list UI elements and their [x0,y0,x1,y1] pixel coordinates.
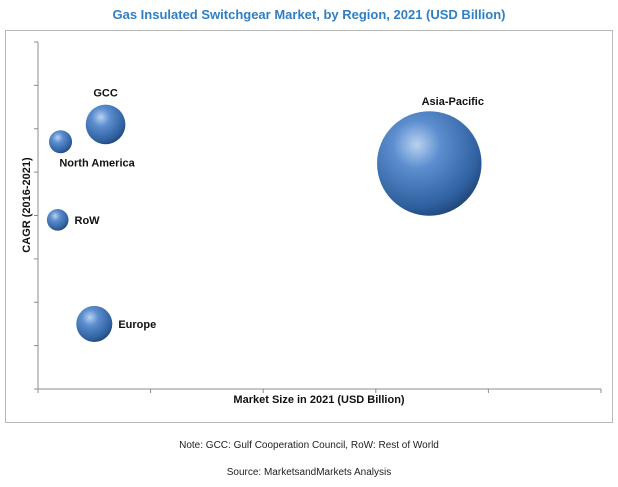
bubble-label: Europe [118,319,156,331]
y-axis-label: CAGR (2016-2021) [21,157,33,253]
x-axis-label: Market Size in 2021 (USD Billion) [233,394,404,406]
bubble-gcc [85,104,126,145]
bubble-europe [76,305,113,342]
chart-source: Source: MarketsandMarkets Analysis [226,467,392,478]
chart-title: Gas Insulated Switchgear Market, by Regi… [112,7,506,22]
bubble-label: Asia-Pacific [422,96,484,108]
bubble-north-america [48,130,73,154]
bubble-label: RoW [75,215,101,227]
bubble-label: GCC [93,88,118,100]
y-axis-ticks [34,41,38,390]
x-axis-ticks [37,389,602,393]
bubble-label: North America [59,157,135,169]
bubble-asia-pacific [377,111,482,216]
bubbles: GCC North America RoW Europe Asia-Pacific [46,88,484,342]
chart-note: Note: GCC: Gulf Cooperation Council, RoW… [179,440,439,451]
bubble-row [46,209,69,231]
chart-frame [5,30,613,423]
